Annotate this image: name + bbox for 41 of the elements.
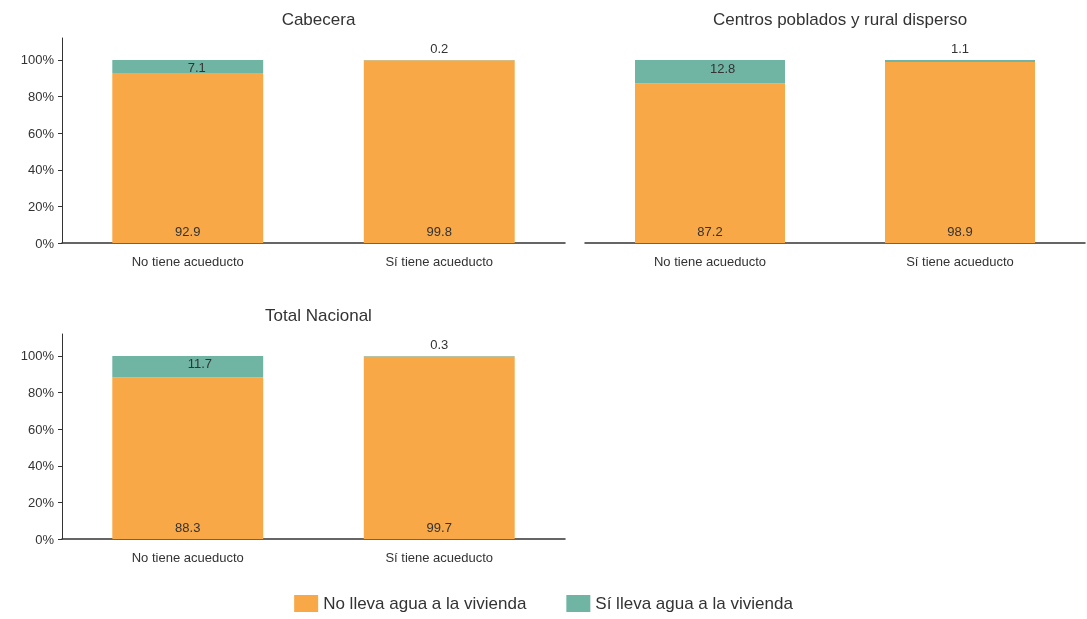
y-tick-label: 40% xyxy=(27,162,55,178)
chart-title: Centros poblados y rural disperso xyxy=(712,10,968,29)
bar xyxy=(363,60,515,243)
bar xyxy=(112,72,264,243)
y-tick-label: 0% xyxy=(35,235,55,251)
legend-label: Sí lleva agua a la vivienda xyxy=(595,594,794,613)
x-tick-label: Sí tiene acueducto xyxy=(906,254,1014,269)
y-tick-label: 20% xyxy=(27,494,55,510)
data-label: 88.3 xyxy=(175,520,201,535)
x-tick-label: Sí tiene acueducto xyxy=(385,254,494,269)
chart-title: Cabecera xyxy=(281,10,356,29)
x-tick-label: Sí tiene acueducto xyxy=(385,550,494,565)
bar xyxy=(112,59,264,73)
bar xyxy=(112,377,264,539)
data-label: 11.7 xyxy=(187,356,213,372)
chart-title: Total Nacional xyxy=(265,306,372,325)
data-label: 0.3 xyxy=(430,336,449,352)
data-label: 87.2 xyxy=(697,224,723,239)
x-tick-label: No tiene acueducto xyxy=(131,550,244,565)
y-tick-label: 80% xyxy=(27,89,55,105)
data-label: 92.9 xyxy=(175,224,201,239)
y-tick-label: 100% xyxy=(20,348,55,364)
y-tick-label: 80% xyxy=(27,385,55,401)
y-tick-label: 60% xyxy=(27,421,55,437)
data-label: 99.8 xyxy=(426,224,452,239)
y-tick-label: 60% xyxy=(27,125,55,141)
data-label: 99.7 xyxy=(426,520,452,535)
legend-label: No lleva agua a la vivienda xyxy=(323,594,527,613)
y-tick-label: 20% xyxy=(27,198,55,214)
x-tick-label: No tiene acueducto xyxy=(131,254,244,269)
bar xyxy=(363,356,515,539)
y-tick-label: 40% xyxy=(27,458,55,474)
y-tick-label: 0% xyxy=(35,531,55,547)
data-label: 12.8 xyxy=(710,60,736,76)
data-label: 98.9 xyxy=(947,224,973,239)
x-tick-label: No tiene acueducto xyxy=(653,254,767,269)
data-label: 0.2 xyxy=(430,40,449,56)
bar xyxy=(112,355,264,378)
data-label: 7.1 xyxy=(187,60,206,76)
data-label: 1.1 xyxy=(950,41,970,56)
y-tick-label: 100% xyxy=(20,52,55,68)
